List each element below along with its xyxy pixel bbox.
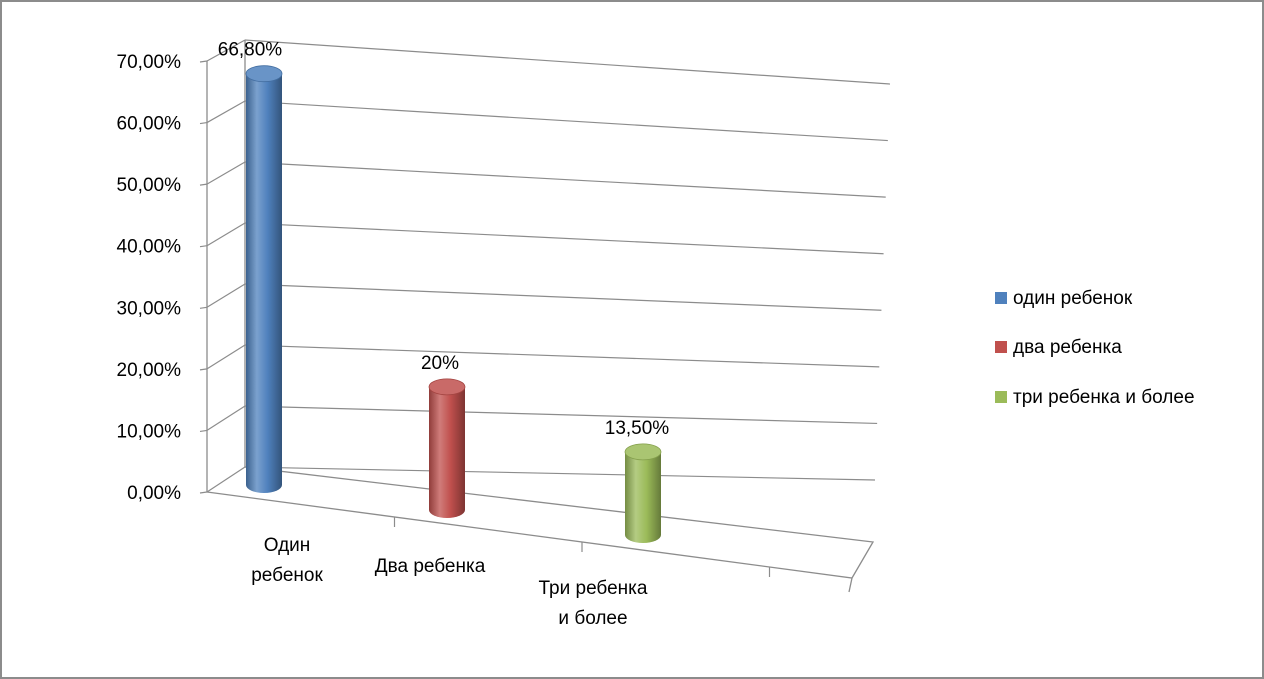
data-label: 20% — [421, 353, 459, 374]
legend-item-3: три ребенка и более — [995, 387, 1195, 408]
gridlines — [206, 39, 891, 493]
data-labels: 66,80% 20% 13,50% — [218, 40, 670, 439]
bar-top — [245, 65, 283, 83]
legend-label: два ребенка — [1013, 337, 1122, 358]
y-tick-label: 10,00% — [117, 421, 182, 442]
gridline-back — [244, 466, 876, 481]
chart-walls — [206, 40, 875, 593]
y-tick-label: 20,00% — [117, 360, 182, 381]
y-tick-mark — [199, 306, 208, 309]
gridline-side — [206, 466, 246, 493]
y-tick-mark — [199, 245, 208, 248]
bar-body — [625, 451, 661, 543]
gridline-back — [244, 39, 891, 85]
legend-item-1: один ребенок — [995, 288, 1133, 309]
x-axis: Один ребенок Два ребенка Три ребенка и более — [251, 535, 648, 629]
gridline-side — [206, 222, 246, 247]
x-tick-label: Один ребенок — [251, 535, 323, 586]
legend-swatch — [995, 341, 1007, 353]
y-tick-mark — [199, 368, 208, 371]
y-tick-mark — [199, 121, 208, 125]
legend-label: один ребенок — [1013, 288, 1133, 309]
data-label: 13,50% — [605, 418, 670, 439]
y-axis: 0,00% 10,00% 20,00% 30,00% 40,00% 50,00% 60,00… — [117, 52, 771, 577]
bar-top — [428, 378, 466, 396]
gridline-side — [206, 100, 246, 124]
floor-outline — [206, 466, 875, 579]
y-tick-mark — [199, 429, 208, 433]
gridline-back — [244, 161, 886, 198]
bar-один-ребенок — [245, 65, 283, 494]
legend-swatch — [995, 292, 1007, 304]
gridline-side — [206, 39, 246, 62]
data-label: 66,80% — [218, 40, 283, 61]
legend-label: три ребенка и более — [1013, 387, 1195, 408]
y-tick-label: 40,00% — [117, 237, 182, 258]
y-tick-label: 30,00% — [117, 298, 182, 319]
gridline-side — [206, 344, 246, 370]
gridline-back — [244, 405, 878, 425]
y-tick-mark — [199, 183, 208, 186]
x-tick-label: Три ребенка и более — [539, 578, 648, 629]
bar-top — [624, 443, 662, 461]
y-tick-label: 0,00% — [127, 483, 181, 504]
y-tick-label: 60,00% — [117, 114, 182, 135]
y-tick-label: 50,00% — [117, 175, 182, 196]
y-tick-mark — [199, 491, 208, 494]
bar-body — [246, 73, 282, 494]
legend: один ребенок два ребенка три ребенка и бол… — [995, 288, 1195, 408]
gridline-side — [206, 161, 246, 185]
legend-item-2: два ребенка — [995, 337, 1122, 358]
floor-corner-tick — [848, 577, 853, 593]
legend-swatch — [995, 391, 1007, 403]
y-tick-label: 70,00% — [117, 52, 182, 73]
gridline-back — [244, 283, 882, 311]
gridline-back — [244, 344, 880, 368]
bar-body — [429, 386, 465, 518]
gridline-back — [244, 222, 884, 255]
bar-три-ребенка-и-более — [624, 443, 662, 543]
y-tick-mark — [199, 60, 208, 63]
gridline-side — [206, 405, 246, 431]
bars — [245, 65, 662, 543]
gridline-side — [206, 283, 246, 308]
x-tick-label: Два ребенка — [375, 556, 486, 577]
bar-два-ребенка — [428, 378, 466, 518]
gridline-back — [244, 100, 888, 142]
